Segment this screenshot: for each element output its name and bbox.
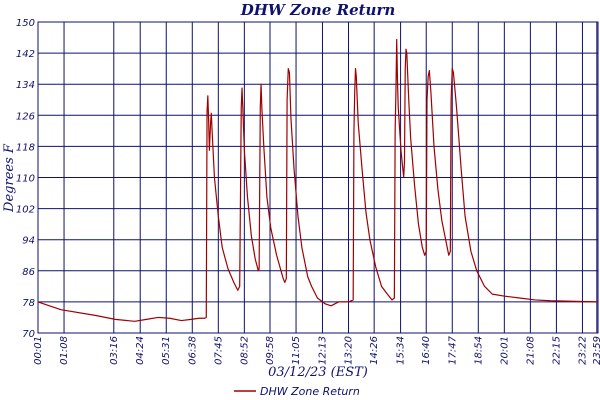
x-tick-label: 16:40 (421, 336, 432, 365)
x-tick-label: 22:15 (551, 336, 562, 365)
x-tick-label: 18:54 (473, 336, 484, 365)
series-lines (37, 38, 599, 322)
plot-area (37, 21, 599, 334)
x-tick-label: 04:24 (135, 336, 146, 365)
x-tick-label: 00:01 (33, 336, 44, 365)
x-tick-label: 23:59 (592, 336, 600, 365)
y-tick-label: 118 (16, 142, 35, 153)
x-tick-label: 21:08 (525, 336, 536, 365)
y-tick-label: 70 (22, 329, 35, 340)
gridlines (37, 21, 598, 334)
y-tick-label: 134 (16, 80, 35, 91)
y-tick-label: 142 (16, 49, 35, 60)
y-tick-label: 102 (16, 205, 35, 216)
y-axis-label: Degrees F (2, 143, 17, 213)
y-tick-label: 86 (22, 267, 35, 278)
x-tick-label: 11:05 (291, 336, 302, 365)
y-tick-label: 126 (16, 111, 35, 122)
x-tick-label: 01:08 (59, 336, 70, 365)
series-line (37, 38, 599, 322)
x-tick-label: 12:13 (317, 336, 328, 365)
x-tick-label: 13:20 (344, 336, 355, 365)
x-tick-label: 08:52 (239, 336, 250, 365)
y-tick-label: 150 (16, 18, 35, 29)
x-tick-label: 23:22 (577, 336, 588, 365)
x-tick-label: 20:01 (499, 336, 510, 365)
y-tick-label: 94 (22, 236, 35, 247)
y-axis-ticks: 70 78 86 94 102 110 118 126 134 142 150 (16, 18, 35, 340)
y-tick-label: 110 (16, 174, 35, 185)
x-tick-label: 09:58 (265, 336, 276, 365)
x-tick-label: 03:16 (109, 336, 120, 365)
x-tick-label: 05:31 (161, 336, 172, 365)
x-tick-label: 14:26 (369, 336, 380, 365)
plot-border (37, 21, 599, 334)
x-tick-label: 06:38 (187, 336, 198, 365)
chart-title: DHW Zone Return (240, 1, 396, 19)
x-tick-label: 17:47 (447, 335, 458, 364)
x-tick-label: 15:34 (396, 336, 407, 365)
x-axis-ticks: 00:01 01:08 03:16 04:24 05:31 06:38 07:45 08:52… (33, 335, 600, 364)
y-tick-label: 78 (22, 298, 35, 309)
legend: DHW Zone Return (234, 385, 360, 398)
x-tick-label: 07:45 (213, 336, 224, 365)
x-axis-label: 03/12/23 (EST) (268, 365, 368, 380)
legend-label: DHW Zone Return (260, 385, 360, 398)
